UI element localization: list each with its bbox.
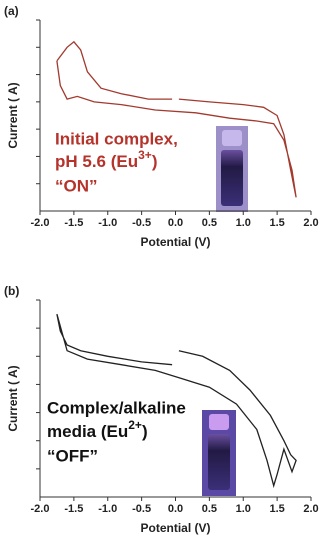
x-tick-label: 0.5: [202, 217, 217, 229]
annotation-text: ): [142, 422, 148, 441]
x-tick-label: 2.0: [303, 217, 318, 229]
annotation-line: Complex/alkaline: [47, 398, 186, 417]
x-tick-label: -0.5: [132, 217, 151, 229]
x-tick-label: -1.0: [98, 217, 117, 229]
x-tick-label: 1.0: [236, 217, 251, 229]
y-axis-title: Current ( A): [6, 82, 20, 148]
panel-label: (b): [4, 284, 19, 298]
x-tick-label: -1.0: [98, 503, 117, 515]
vial-photo-a: [216, 126, 248, 212]
x-tick-label: -2.0: [31, 503, 50, 515]
panel-label: (a): [4, 4, 19, 18]
annotation-text: ): [152, 152, 158, 171]
annotation-line: “ON”: [55, 176, 98, 195]
annotation-superscript: 3+: [138, 148, 152, 162]
x-tick-label: -1.5: [64, 217, 83, 229]
x-tick-label: -0.5: [132, 503, 151, 515]
x-axis-title: Potential (V): [140, 235, 210, 249]
x-axis-title: Potential (V): [140, 521, 210, 535]
x-tick-label: 0.5: [202, 503, 217, 515]
x-tick-label: 1.5: [269, 217, 284, 229]
x-tick-label: 0.0: [168, 503, 183, 515]
annotation-superscript: 2+: [128, 418, 142, 432]
annotation-line: pH 5.6 (Eu3+): [55, 148, 157, 171]
annotation-line: Initial complex,: [55, 129, 178, 148]
annotation-line: “OFF”: [47, 446, 98, 465]
x-tick-label: 0.0: [168, 217, 183, 229]
x-tick-label: -1.5: [64, 503, 83, 515]
vial-photo-b: [202, 410, 236, 496]
annotation-text: media (Eu: [47, 422, 128, 441]
annotation-line: media (Eu2+): [47, 418, 148, 441]
x-tick-label: -2.0: [31, 217, 50, 229]
x-tick-label: 1.0: [236, 503, 251, 515]
y-axis-title: Current ( A): [6, 365, 20, 431]
x-tick-label: 1.5: [269, 503, 284, 515]
cv-curve: [56, 313, 297, 489]
annotation-text: pH 5.6 (Eu: [55, 152, 138, 171]
cv-curve: [56, 40, 297, 198]
x-tick-label: 2.0: [303, 503, 318, 515]
